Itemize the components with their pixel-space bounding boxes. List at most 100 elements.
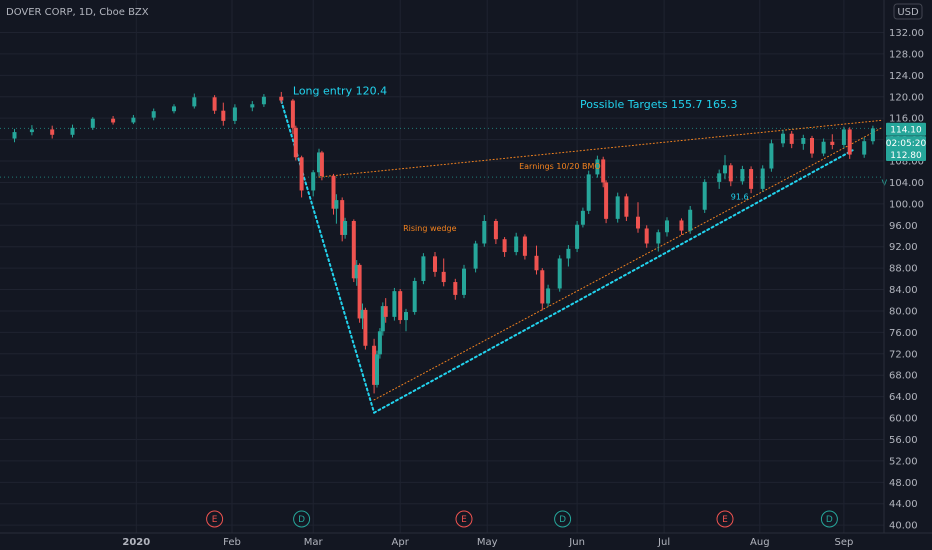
annotation-label: 91.6 xyxy=(731,193,749,202)
time-tick-label: 2020 xyxy=(122,537,150,548)
candle xyxy=(317,148,321,177)
candle xyxy=(740,165,745,185)
candle-body xyxy=(343,220,348,235)
candle-body xyxy=(644,228,649,244)
candle xyxy=(363,307,368,350)
candle-body xyxy=(334,200,339,209)
candle-body xyxy=(50,129,55,135)
candle-body xyxy=(493,220,498,240)
candle xyxy=(151,108,156,121)
candle xyxy=(311,170,316,197)
candle xyxy=(334,194,339,224)
grid xyxy=(0,0,884,533)
price-axis[interactable]: 132.00128.00124.00120.00116.00112.00108.… xyxy=(883,0,924,533)
price-tick-label: 116.00 xyxy=(889,114,924,125)
candle-body xyxy=(90,118,95,128)
candle xyxy=(351,219,356,283)
candle-body xyxy=(131,117,136,123)
candle-body xyxy=(363,309,368,346)
candle xyxy=(769,139,774,172)
currency-label: USD xyxy=(897,7,919,18)
candle-body xyxy=(221,110,226,121)
annotation-label: V xyxy=(882,179,888,188)
candle xyxy=(70,124,75,138)
price-tick-label: 48.00 xyxy=(889,478,918,489)
event-marker: E xyxy=(455,510,473,528)
chart-title: DOVER CORP, 1D, Cboe BZX xyxy=(6,7,149,18)
candle xyxy=(392,287,397,321)
event-marker: E xyxy=(716,510,734,528)
candle xyxy=(847,127,852,159)
candle-body xyxy=(740,169,745,182)
candle-body xyxy=(540,270,545,304)
candle-body xyxy=(679,220,684,231)
event-marker-label: D xyxy=(826,515,833,525)
candle-body xyxy=(404,312,408,321)
candle-body xyxy=(151,111,156,118)
candle-body xyxy=(728,165,733,182)
event-marker: D xyxy=(293,510,311,528)
candle-body xyxy=(421,256,426,281)
candle xyxy=(372,338,377,394)
annotation-label: Earnings 10/20 BMO xyxy=(519,162,601,171)
trend-line xyxy=(318,119,883,178)
candle-body xyxy=(212,97,217,111)
price-tick-label: 104.00 xyxy=(889,178,924,189)
event-marker: D xyxy=(554,510,572,528)
candle-body xyxy=(232,107,237,121)
event-marker-circle xyxy=(554,510,572,528)
candle xyxy=(293,125,298,161)
candle xyxy=(514,232,519,256)
trend-line xyxy=(373,127,883,401)
candle xyxy=(462,264,466,299)
candle-body xyxy=(601,159,606,183)
candle-body xyxy=(360,309,365,319)
price-tick-label: 124.00 xyxy=(889,71,924,82)
price-tick-label: 88.00 xyxy=(889,264,918,275)
currency-button[interactable]: USD xyxy=(893,3,923,20)
candle xyxy=(586,170,591,215)
price-tag-box xyxy=(886,122,926,136)
candle xyxy=(279,91,284,104)
event-marker-circle xyxy=(206,510,224,528)
price-tick-label: 132.00 xyxy=(889,28,924,39)
candle xyxy=(624,193,629,221)
price-tag: 02:05:20 xyxy=(886,136,927,150)
candle xyxy=(601,156,606,188)
candle xyxy=(546,284,551,307)
event-marker-circle xyxy=(820,510,838,528)
candle xyxy=(354,260,359,286)
candle-body xyxy=(29,129,34,133)
candle-body xyxy=(392,291,397,317)
candle xyxy=(111,116,116,125)
price-tick-label: 84.00 xyxy=(889,285,918,296)
candle-body xyxy=(317,152,321,173)
candle xyxy=(412,277,417,315)
price-tag-label: 02:05:20 xyxy=(886,139,927,149)
candle xyxy=(595,155,600,178)
candle xyxy=(801,134,806,150)
candle xyxy=(299,155,304,198)
candle xyxy=(357,263,362,323)
candle-body xyxy=(192,97,197,107)
candle xyxy=(656,229,661,252)
candle-body xyxy=(433,256,437,272)
candle xyxy=(375,350,379,388)
candle-body xyxy=(473,243,478,269)
candle xyxy=(830,134,835,150)
price-tag-label: 114.10 xyxy=(890,126,922,136)
price-tick-label: 108.00 xyxy=(889,157,924,168)
price-tick-label: 64.00 xyxy=(889,392,918,403)
candle xyxy=(398,289,403,324)
candle-body xyxy=(769,143,774,169)
candle-body xyxy=(441,271,446,283)
candle-body xyxy=(261,96,266,105)
candle-body xyxy=(375,354,379,385)
candle-body xyxy=(781,133,785,144)
candle xyxy=(212,95,217,114)
time-tick-label: Sep xyxy=(834,537,853,548)
time-axis[interactable]: 2020 Feb Mar Apr May Jun Jul Aug Sep xyxy=(0,532,932,548)
candle-body xyxy=(656,232,661,244)
